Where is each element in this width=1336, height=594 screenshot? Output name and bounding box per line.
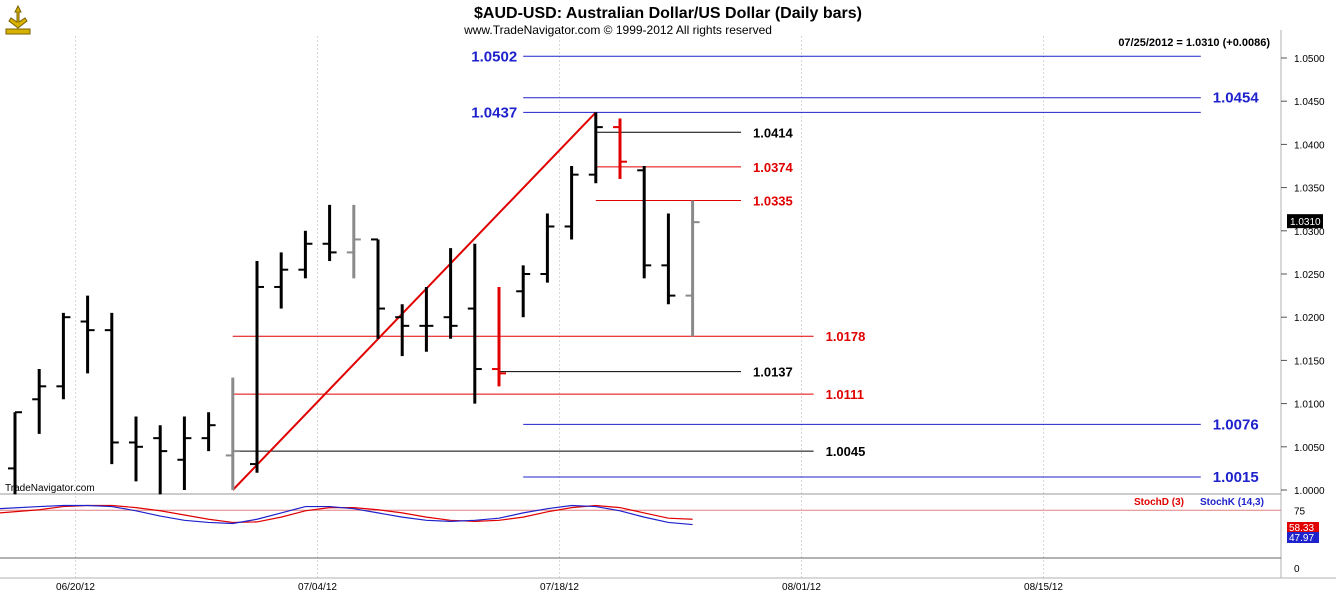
- price-axis: 1.0500 1.0450 1.0400 1.0350 1.0300 1.0250 1.02…: [1281, 54, 1325, 497]
- ohlc-bar: [201, 412, 216, 452]
- ohlc-bar: [516, 265, 531, 318]
- level-label: 1.0502: [471, 48, 517, 65]
- price-levels: 1.0502 1.0454 1.0437 1.0414 1.0374 1.0335 1.01…: [232, 48, 1260, 486]
- date-tick-label: 08/01/12: [782, 582, 821, 593]
- chart-title: $AUD-USD: Australian Dollar/US Dollar (D…: [474, 5, 862, 22]
- ohlc-bar: [153, 425, 168, 495]
- level-label: 1.0335: [753, 194, 793, 209]
- stoch-value-box: [1287, 522, 1319, 533]
- watermark: TradeNavigator.com: [5, 483, 95, 494]
- ohlc-bars: [8, 112, 700, 495]
- stoch-value-label: 58.33: [1289, 523, 1314, 534]
- price-tick-label: 1.0350: [1294, 184, 1325, 195]
- stoch-value-box: [1287, 532, 1319, 543]
- current-price-box: [1287, 214, 1323, 229]
- stoch-legend-label: StochK (14,3): [1200, 497, 1264, 508]
- ohlc-bar: [685, 200, 700, 337]
- level-label: 1.0076: [1213, 416, 1259, 433]
- price-tick-label: 1.0150: [1294, 356, 1325, 367]
- ohlc-bar: [56, 312, 71, 400]
- level-label: 1.0414: [753, 125, 794, 140]
- ohlc-bar: [8, 411, 22, 495]
- price-tick-label: 1.0250: [1294, 270, 1325, 281]
- level-label: 1.0045: [826, 444, 866, 459]
- stoch-value-label: 47.97: [1289, 533, 1314, 544]
- ohlc-bar: [32, 369, 47, 434]
- ohlc-bar: [467, 243, 482, 404]
- ohlc-bar: [540, 213, 555, 283]
- ohlc-bar: [322, 204, 337, 262]
- stoch-tick-label: 0: [1294, 564, 1300, 575]
- ohlc-bar: [346, 204, 361, 279]
- trend-lines: [232, 111, 597, 491]
- quote-readout: 07/25/2012 = 1.0310 (+0.0086): [1118, 37, 1270, 49]
- ohlc-bar: [564, 166, 579, 240]
- ohlc-bar: [419, 286, 434, 352]
- level-label: 1.0111: [826, 387, 864, 402]
- trend-line: [232, 111, 597, 491]
- ohlc-bar: [637, 166, 652, 279]
- price-tick-label: 1.0450: [1294, 97, 1325, 108]
- stoch-tick-label: 75: [1294, 506, 1306, 517]
- stoch-legend-label: StochD (3): [1134, 497, 1184, 508]
- ohlc-bar: [661, 213, 676, 305]
- level-label: 1.0137: [753, 365, 793, 380]
- ohlc-bar: [104, 312, 119, 465]
- level-label: 1.0454: [1213, 90, 1260, 107]
- price-tick-label: 1.0500: [1294, 54, 1325, 65]
- price-tick-label: 1.0300: [1294, 227, 1325, 238]
- ohlc-bar: [274, 252, 289, 309]
- price-tick-label: 1.0100: [1294, 400, 1325, 411]
- stoch-series-line: [0, 504, 693, 524]
- stoch-series-line: [0, 504, 693, 526]
- level-label: 1.0015: [1213, 469, 1259, 486]
- ohlc-bar: [395, 304, 410, 357]
- ohlc-bar: [129, 416, 143, 482]
- price-tick-label: 1.0400: [1294, 140, 1325, 151]
- ohlc-bar: [443, 248, 458, 339]
- date-tick-label: 08/15/12: [1024, 582, 1063, 593]
- price-tick-label: 1.0200: [1294, 313, 1325, 324]
- chart-subtitle: www.TradeNavigator.com © 1999-2012 All r…: [463, 23, 772, 37]
- ohlc-bar: [177, 416, 192, 490]
- date-tick-label: 06/20/12: [56, 582, 95, 593]
- ohlc-bar: [298, 230, 313, 279]
- ohlc-bar: [225, 377, 240, 490]
- price-tick-label: 1.0050: [1294, 443, 1325, 454]
- stochastic-pane: 75 0 58.33 StochD (3) 47.97 StochK (14,3): [0, 497, 1319, 575]
- date-tick-label: 07/04/12: [298, 582, 337, 593]
- trade-navigator-logo-icon: [5, 4, 31, 35]
- date-axis: 06/20/12 07/04/12 07/18/12 08/01/12 08/15/12: [0, 577, 1336, 593]
- ohlc-bar: [588, 112, 603, 184]
- ohlc-bar: [371, 238, 385, 339]
- level-label: 1.0437: [471, 104, 517, 121]
- level-label: 1.0374: [753, 160, 794, 175]
- level-label: 1.0178: [826, 329, 866, 344]
- price-tick-label: 1.0000: [1294, 486, 1325, 497]
- ohlc-bar: [80, 295, 95, 374]
- date-tick-label: 07/18/12: [540, 582, 579, 593]
- ohlc-bar: [492, 286, 506, 387]
- ohlc-bar: [250, 261, 264, 473]
- current-price-label: 1.0310: [1290, 217, 1321, 228]
- ohlc-bar: [613, 118, 627, 179]
